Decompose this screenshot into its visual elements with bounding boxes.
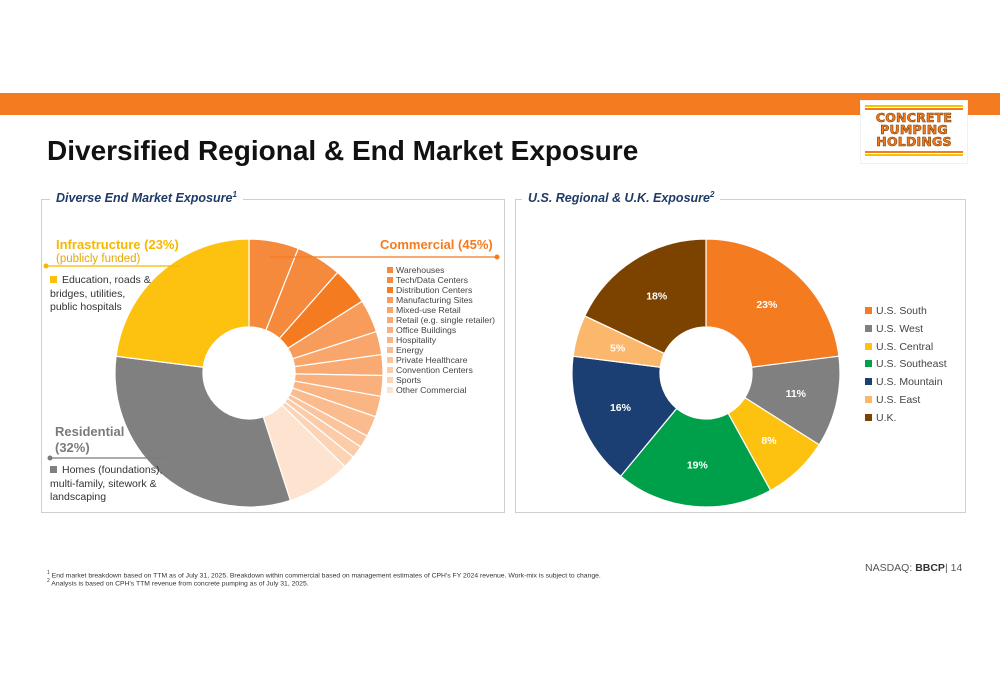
regional-data-label: 8% [761,435,777,447]
infrastructure-label: Infrastructure (23%) [56,237,179,252]
legend-swatch [865,413,872,421]
regional-panel [515,199,966,513]
commercial-callout-dot [494,254,500,260]
residential-description: Homes (foundations), multi-family, sitew… [50,464,163,503]
residential-callout-dot [47,455,53,461]
regional-data-label: 23% [756,299,778,311]
commercial-legend-item: Other Commercial [387,385,466,395]
commercial-legend-item: Distribution Centers [387,285,472,295]
commercial-legend-item: Retail (e.g. single retailer) [387,315,495,325]
legend-swatch [865,307,872,314]
commercial-legend-item: Energy [387,345,424,355]
legend-swatch [387,387,393,393]
legend-label: Tech/Data Centers [396,275,468,285]
legend-swatch [387,367,393,373]
commercial-legend-item: Warehouses [387,265,444,275]
commercial-legend-item: Hospitality [387,335,436,345]
legend-label: U.S. Southeast [876,358,947,371]
legend-swatch [387,347,393,353]
logo-line-2: PUMPING [880,122,948,137]
legend-label: Other Commercial [396,385,467,395]
regional-legend-item: U.S. Central [865,341,933,353]
infrastructure-description: Education, roads & bridges, utilities, p… [50,274,151,313]
end-market-donut [114,238,384,508]
legend-swatch [387,357,393,363]
legend-label: Mixed-use Retail [396,305,461,315]
legend-swatch [865,342,872,350]
regional-legend-item: U.S. Mountain [865,376,943,388]
commercial-legend-item: Office Buildings [387,325,456,335]
regional-donut: 23% 11% 8% 19% 16% 5% 18% [571,238,841,508]
legend-label: Retail (e.g. single retailer) [396,315,495,325]
legend-swatch [865,324,872,332]
legend-swatch [387,317,393,323]
regional-data-label: 18% [646,290,668,302]
legend-label: Hospitality [396,335,437,345]
regional-legend-item: U.K. [865,412,896,424]
end-market-panel [41,199,505,513]
end-market-slice-infrastructure [115,238,250,368]
regional-legend-item: U.S. East [865,394,920,406]
legend-label: Office Buildings [396,325,457,335]
regional-data-label: 5% [610,342,626,354]
footnote-1: 1 End market breakdown based on TTM as o… [47,570,601,580]
regional-data-label: 11% [786,388,807,400]
infrastructure-sublabel: (publicly funded) [56,253,141,265]
legend-swatch [865,378,872,386]
commercial-legend-item: Manufacturing Sites [387,295,473,305]
regional-data-label: 19% [687,460,709,472]
commercial-legend-item: Tech/Data Centers [387,275,468,285]
logo-line-3: HOLDINGS [876,134,952,149]
legend-swatch [387,377,393,383]
legend-label: Convention Centers [396,365,473,375]
legend-label: U.K. [876,411,897,424]
top-accent-band [0,93,1000,115]
legend-label: Distribution Centers [396,285,473,295]
legend-label: Manufacturing Sites [396,295,473,305]
regional-legend-item: U.S. Southeast [865,358,947,370]
legend-swatch [387,267,393,273]
page-info: NASDAQ: BBCP| 14 [865,562,963,574]
legend-label: U.S. East [876,394,921,406]
legend-swatch [865,360,872,368]
residential-percentage: (32%) [55,440,90,455]
regional-data-label: 16% [610,402,632,414]
legend-swatch [387,337,393,343]
legend-swatch [387,297,393,303]
legend-swatch [387,327,393,333]
regional-slice-u-k [583,238,707,355]
infrastructure-callout-dot [43,263,49,269]
regional-legend-item: U.S. South [865,305,927,317]
residential-label: Residential [55,424,125,439]
legend-swatch [387,287,393,293]
commercial-legend-item: Sports [387,375,421,385]
legend-swatch [387,307,393,313]
legend-label: U.S. Mountain [876,376,943,389]
logo-line-1: CONCRETE [875,110,953,125]
commercial-legend-item: Mixed-use Retail [387,305,461,315]
regional-legend-item: U.S. West [865,323,923,335]
legend-label: U.S. West [876,322,924,335]
legend-label: U.S. South [876,305,927,317]
commercial-label: Commercial (45%) [380,237,493,252]
company-logo: CONCRETE PUMPING HOLDINGS [861,101,967,163]
legend-swatch [865,396,872,403]
end-market-slice-residential [114,355,292,508]
legend-label: U.S. Central [876,340,934,353]
regional-slice-u-s-mountain [571,355,678,478]
legend-swatch [387,277,393,283]
regional-slice-u-s-southeast [619,407,772,508]
commercial-legend-item: Private Healthcare [387,355,467,365]
page-title: Diversified Regional & End Market Exposu… [47,135,639,166]
end-market-panel-title: Diverse End Market Exposure1 [50,190,243,206]
legend-label: Warehouses [396,265,445,275]
legend-label: Energy [396,345,424,355]
legend-label: Private Healthcare [396,355,468,365]
legend-label: Sports [396,375,422,385]
regional-panel-title: U.S. Regional & U.K. Exposure2 [522,190,721,206]
commercial-legend-item: Convention Centers [387,365,473,375]
footnote-2: 2 Analysis is based on CPH's TTM revenue… [47,578,309,588]
regional-slice-u-s-south [705,238,840,368]
